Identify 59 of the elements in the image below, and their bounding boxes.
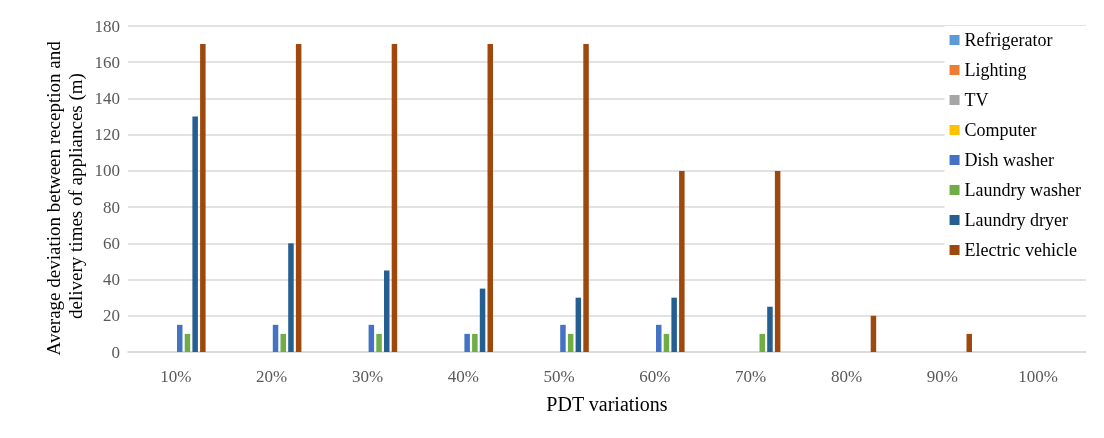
x-axis-title: PDT variations [546, 393, 668, 415]
x-tick-label: 10% [160, 367, 192, 386]
bar [464, 333, 470, 352]
legend-label: Electric vehicle [964, 240, 1077, 260]
y-tick-label: 140 [94, 88, 120, 108]
bar [184, 333, 191, 352]
bar [560, 324, 566, 352]
bar [200, 44, 206, 352]
bar [177, 324, 183, 352]
bar [487, 44, 493, 352]
y-tick-label: 60 [103, 233, 120, 253]
bar [295, 44, 302, 352]
bar [575, 297, 582, 352]
bar [774, 170, 781, 352]
y-tick-label: 120 [94, 125, 120, 145]
legend-label: Laundry washer [964, 180, 1082, 200]
y-axis-title: Average deviation between reception and delivery times of appliances (m) [42, 36, 87, 356]
bar [384, 270, 390, 352]
y-tick-label: 20 [103, 306, 120, 326]
bar [288, 243, 294, 352]
bar [966, 333, 972, 352]
bar [567, 333, 574, 352]
bar [583, 44, 589, 352]
y-tick-label: 100 [94, 161, 120, 181]
bar [376, 333, 382, 352]
y-tick-label: 160 [94, 52, 120, 72]
y-tick-label: 80 [103, 197, 120, 217]
x-tick-label: 50% [543, 367, 575, 386]
x-tick-label: 70% [735, 367, 767, 386]
bar [671, 297, 677, 352]
legend-label: Computer [964, 120, 1037, 140]
bar [280, 333, 286, 352]
bar [656, 324, 662, 352]
legend-label: Laundry dryer [964, 210, 1069, 230]
x-tick-label: 40% [447, 367, 479, 386]
x-tick-label: 90% [926, 367, 958, 386]
legend-label: Dish washer [964, 150, 1055, 170]
x-tick-label: 80% [830, 367, 863, 386]
bar [479, 288, 486, 352]
legend-label: TV [964, 90, 989, 110]
bar [472, 333, 478, 352]
y-tick-label: 0 [111, 342, 120, 362]
bar [272, 324, 279, 352]
legend-label: Refrigerator [964, 30, 1053, 50]
legend-label: Lighting [964, 60, 1027, 80]
bar [368, 324, 375, 352]
bar [759, 333, 765, 352]
y-tick-label: 40 [103, 270, 120, 290]
bar [870, 315, 877, 352]
bar [679, 170, 685, 352]
bar [192, 116, 198, 352]
y-tick-label: 180 [94, 16, 120, 36]
bar [767, 306, 773, 352]
x-tick-label: 30% [351, 367, 384, 386]
x-tick-label: 60% [639, 367, 671, 386]
bar [391, 44, 398, 352]
x-tick-label: 100% [1018, 367, 1058, 386]
x-tick-label: 20% [256, 367, 288, 386]
bar [663, 333, 670, 352]
